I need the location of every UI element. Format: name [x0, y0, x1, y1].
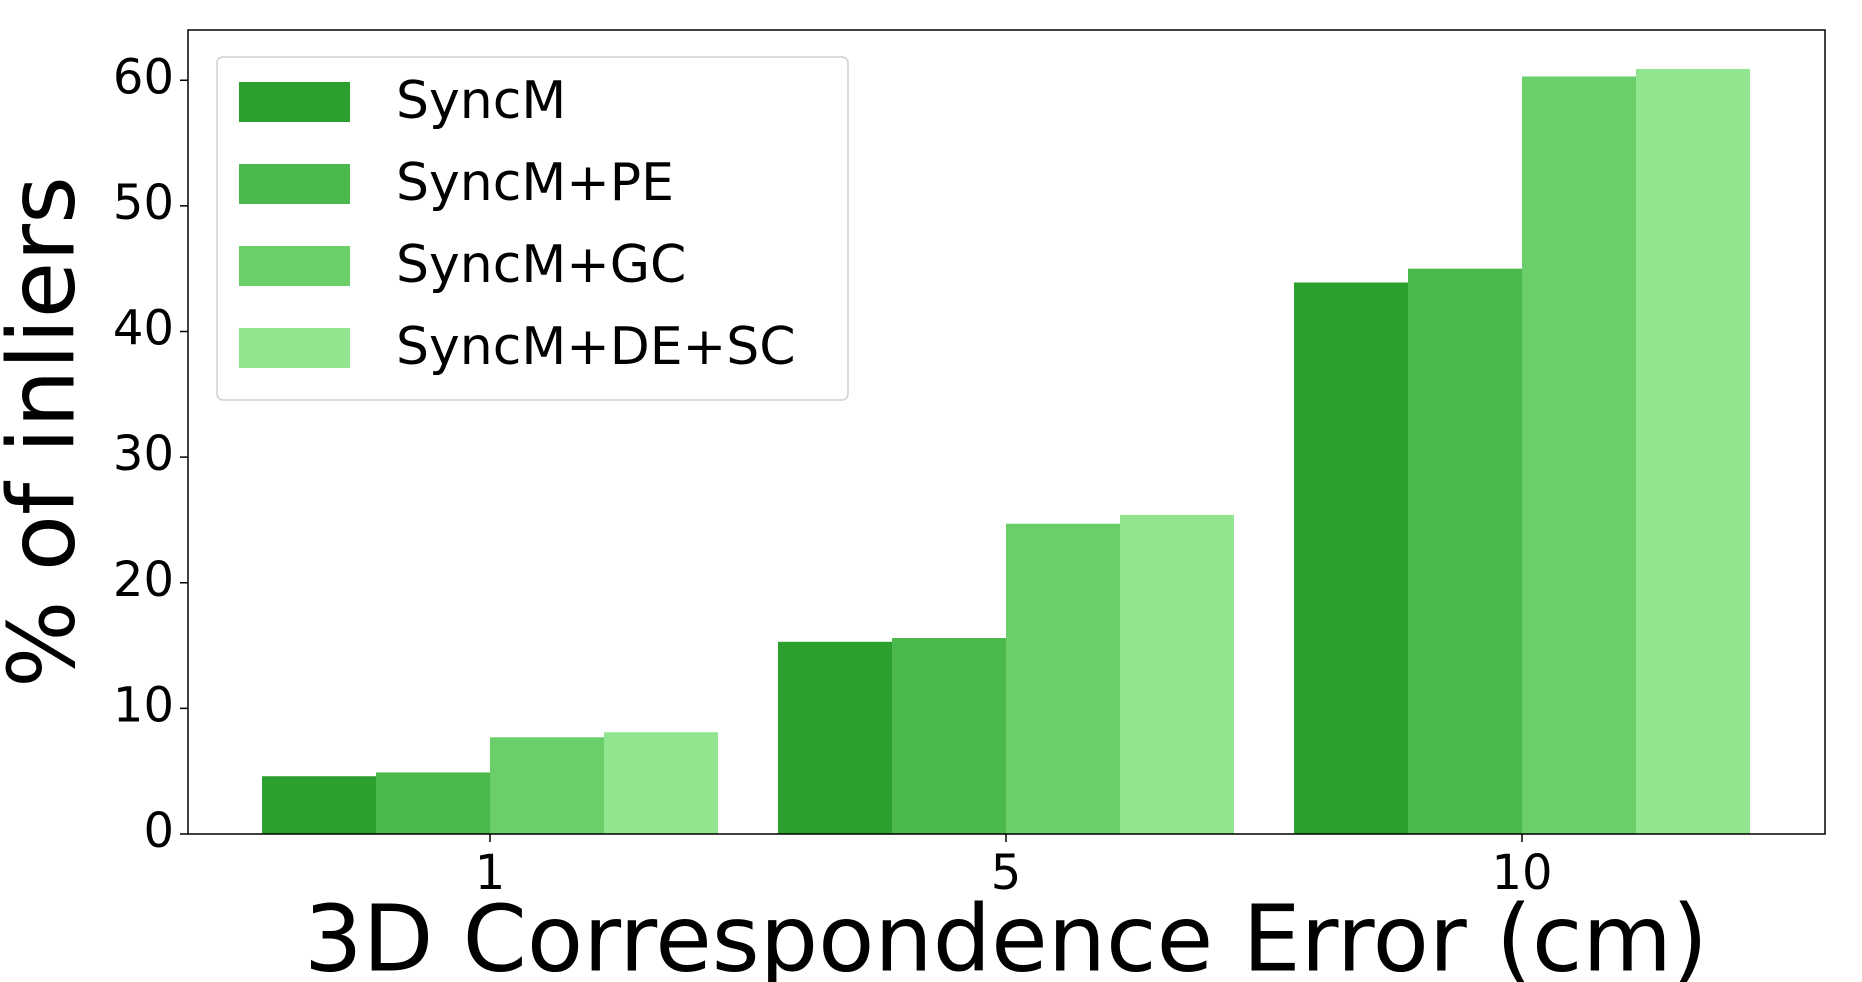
x-axis-label: 3D Correspondence Error (cm) — [304, 885, 1708, 982]
legend-box — [216, 56, 849, 401]
legend-label: SyncM+DE+SC — [396, 317, 796, 377]
bar — [490, 737, 604, 834]
y-tick-label: 40 — [113, 301, 174, 357]
x-tick-label: 10 — [1491, 845, 1552, 901]
bar — [1006, 523, 1120, 834]
bar — [892, 638, 1006, 834]
legend-swatch — [239, 246, 350, 286]
bar — [262, 776, 376, 834]
y-tick-label: 60 — [113, 49, 174, 105]
x-tick-label: 5 — [991, 845, 1022, 901]
legend-swatch — [239, 328, 350, 368]
bar — [1522, 76, 1636, 834]
x-tick-label: 1 — [475, 845, 506, 901]
y-tick-label: 30 — [113, 426, 174, 482]
legend-label: SyncM+PE — [396, 153, 674, 213]
legend-swatch — [239, 164, 350, 204]
legend-label: SyncM — [396, 71, 566, 131]
y-tick-label: 10 — [113, 677, 174, 733]
y-tick-label: 50 — [113, 175, 174, 231]
bar — [1120, 514, 1234, 834]
bar — [778, 641, 892, 834]
bar — [1408, 268, 1522, 834]
legend-label: SyncM+GC — [396, 235, 686, 295]
bar — [604, 732, 718, 834]
y-tick-label: 0 — [143, 803, 174, 859]
bar — [376, 772, 490, 834]
bar — [1294, 282, 1408, 835]
y-axis-label: % of inliers — [0, 176, 95, 688]
legend-swatch — [239, 82, 350, 122]
bar — [1636, 68, 1750, 835]
y-tick-label: 20 — [113, 552, 174, 608]
plot-frame — [187, 29, 1826, 835]
